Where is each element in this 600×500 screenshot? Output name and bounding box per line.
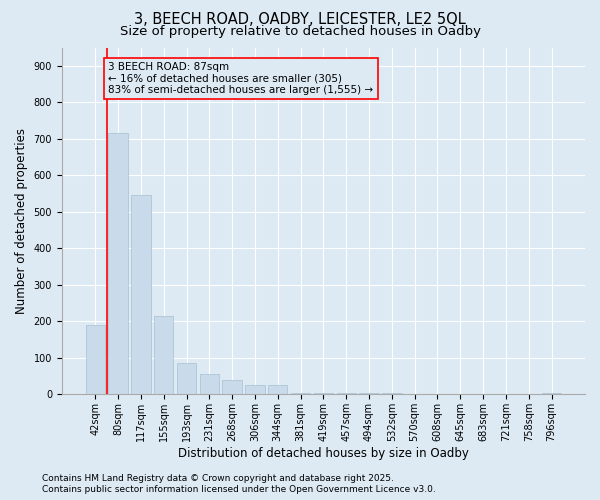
- Bar: [200, 374, 219, 394]
- Bar: [245, 386, 265, 394]
- X-axis label: Distribution of detached houses by size in Oadby: Distribution of detached houses by size …: [178, 447, 469, 460]
- Bar: [223, 380, 242, 394]
- Text: 3, BEECH ROAD, OADBY, LEICESTER, LE2 5QL: 3, BEECH ROAD, OADBY, LEICESTER, LE2 5QL: [134, 12, 466, 28]
- Bar: [86, 325, 105, 394]
- Text: 3 BEECH ROAD: 87sqm
← 16% of detached houses are smaller (305)
83% of semi-detac: 3 BEECH ROAD: 87sqm ← 16% of detached ho…: [109, 62, 374, 96]
- Bar: [314, 392, 333, 394]
- Bar: [268, 386, 287, 394]
- Bar: [131, 196, 151, 394]
- Bar: [177, 364, 196, 394]
- Y-axis label: Number of detached properties: Number of detached properties: [15, 128, 28, 314]
- Text: Size of property relative to detached houses in Oadby: Size of property relative to detached ho…: [119, 25, 481, 38]
- Bar: [542, 392, 561, 394]
- Bar: [382, 392, 401, 394]
- Bar: [109, 134, 128, 394]
- Bar: [359, 392, 379, 394]
- Text: Contains HM Land Registry data © Crown copyright and database right 2025.
Contai: Contains HM Land Registry data © Crown c…: [42, 474, 436, 494]
- Bar: [154, 316, 173, 394]
- Bar: [337, 392, 356, 394]
- Bar: [291, 392, 310, 394]
